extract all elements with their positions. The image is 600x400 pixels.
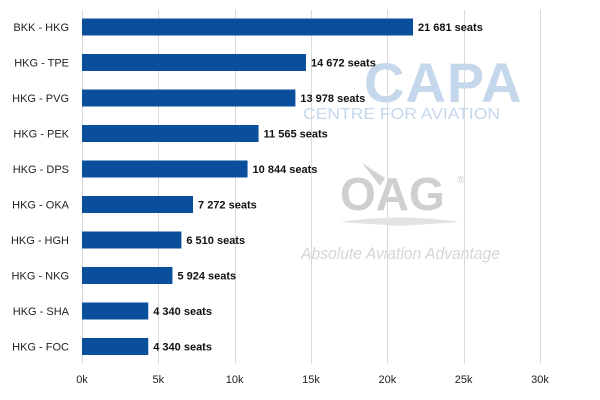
bar [82, 267, 173, 284]
x-tick-label: 10k [226, 374, 244, 386]
x-tick-label: 0k [76, 374, 88, 386]
oag-swoosh-icon [362, 163, 385, 186]
capa-logo-subtitle: CENTRE FOR AVIATION [303, 106, 500, 123]
category-label: HKG - TPE [14, 58, 69, 70]
watermarks: CAPA CENTRE FOR AVIATION OAG ® Absolute … [300, 51, 523, 263]
bar [82, 18, 413, 36]
data-label: 4 340 seats [153, 342, 212, 354]
data-label: 10 844 seats [253, 164, 318, 176]
data-label: 5 924 seats [177, 271, 236, 283]
bar [82, 196, 194, 213]
x-tick-label: 20k [378, 374, 396, 386]
data-label: 6 510 seats [186, 235, 245, 247]
x-tick-label: 30k [531, 374, 549, 386]
category-label: HKG - OKA [12, 200, 70, 212]
x-tick-label: 5k [153, 374, 165, 386]
x-axis-tick-labels: 0k 5k 10k 15k 20k 25k 30k [76, 374, 549, 386]
category-label: HKG - PVG [12, 93, 69, 105]
category-label: HKG - HGH [11, 235, 69, 247]
bar [82, 125, 259, 142]
bar [82, 302, 149, 320]
category-label: HKG - FOC [12, 342, 69, 354]
category-label: HKG - NKG [12, 271, 69, 283]
x-tick-label: 25k [455, 374, 473, 386]
data-label: 14 672 seats [311, 58, 376, 70]
bar [82, 160, 248, 178]
data-label: 7 272 seats [198, 200, 257, 212]
data-label: 21 681 seats [418, 22, 483, 34]
bar [82, 54, 306, 71]
category-label: HKG - DPS [13, 164, 69, 176]
x-tick-label: 15k [302, 374, 320, 386]
bar [82, 89, 296, 107]
data-label: 13 978 seats [300, 93, 365, 105]
capa-logo-text: CAPA [364, 51, 523, 114]
category-labels: BKK - HKG HKG - TPE HKG - PVG HKG - PEK HKG … [11, 22, 70, 354]
category-label: HKG - SHA [13, 306, 70, 318]
bar [82, 338, 149, 355]
oag-logo-subtitle: Absolute Aviation Advantage [300, 244, 500, 263]
data-label: 11 565 seats [264, 129, 328, 141]
category-label: HKG - PEK [13, 129, 69, 141]
bar [82, 231, 182, 249]
oag-underline-icon [340, 217, 460, 226]
data-label: 4 340 seats [153, 306, 212, 318]
oag-logo: OAG ® Absolute Aviation Advantage [300, 163, 500, 263]
category-label: BKK - HKG [13, 22, 69, 34]
capa-logo: CAPA CENTRE FOR AVIATION [303, 51, 523, 123]
data-labels: 21 681 seats 14 672 seats 13 978 seats 11 5… [153, 22, 483, 354]
oag-registered-mark: ® [457, 175, 465, 186]
oag-logo-text: OAG [340, 168, 445, 220]
bars [82, 18, 413, 355]
